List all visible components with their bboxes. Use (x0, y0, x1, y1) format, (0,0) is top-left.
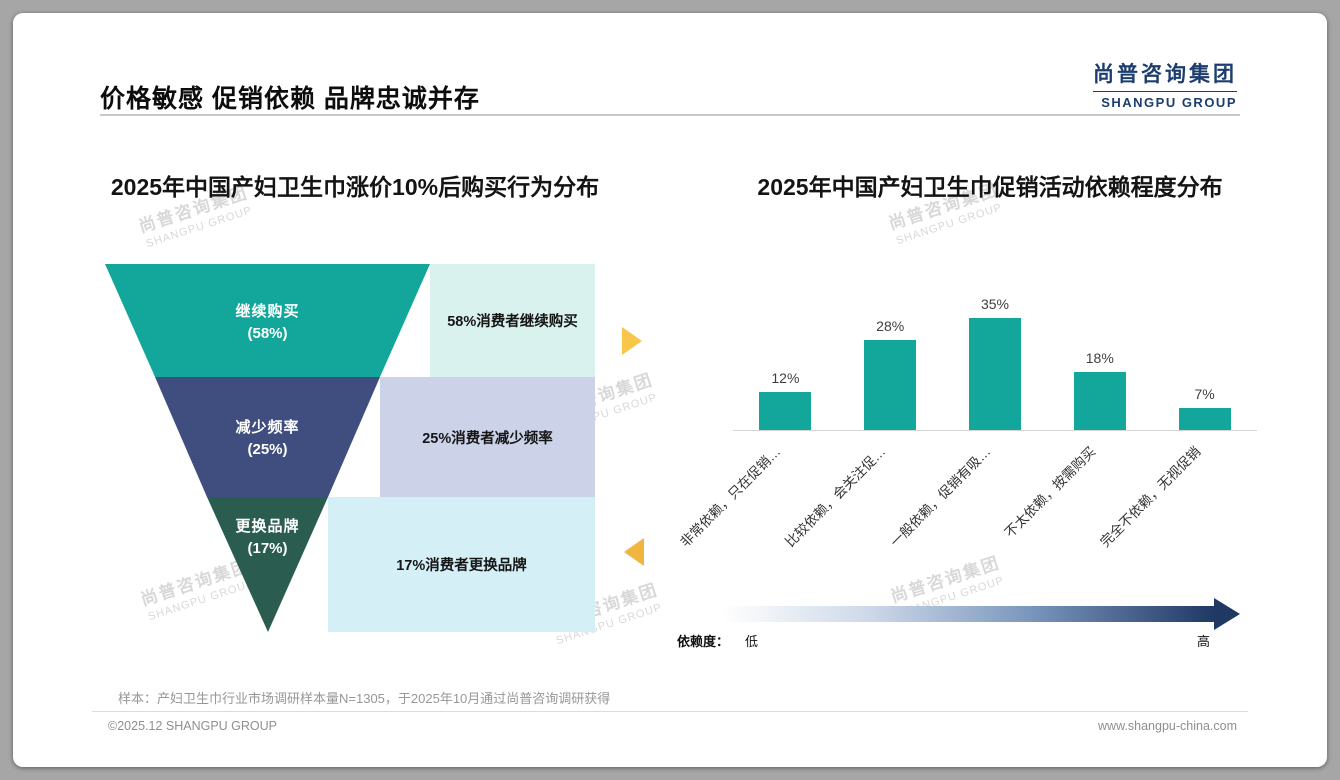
funnel-stage-label-3: 更换品牌 (235, 518, 300, 535)
footer-divider (92, 711, 1248, 712)
sample-footnote: 样本：产妇卫生巾行业市场调研样本量N=1305，于2025年10月通过尚普咨询调… (118, 691, 611, 706)
x-axis-line (733, 430, 1257, 431)
dependency-arrow-shaft (722, 606, 1216, 622)
bar-value-label: 7% (1194, 385, 1215, 402)
bar-value-label: 35% (980, 296, 1009, 312)
funnel-stage-value-2: (25%) (247, 441, 288, 458)
bar-column: 35% (943, 285, 1048, 430)
company-logo-en: SHANGPU GROUP (1101, 95, 1237, 110)
funnel-annotation-text-2: 25%消费者减少频率 (422, 430, 553, 447)
bar-chart-title: 2025年中国产妇卫生巾促销活动依赖程度分布 (757, 174, 1223, 200)
page-title: 价格敏感 促销依赖 品牌忠诚并存 (100, 85, 480, 113)
bar-column: 7% (1152, 285, 1257, 430)
bar (864, 340, 917, 430)
bar-value-label: 12% (771, 369, 800, 386)
dependency-axis-label: 依赖度： (677, 634, 730, 649)
funnel-stage-label-2: 减少频率 (235, 419, 300, 436)
company-logo: 尚普咨询集团 SHANGPU GROUP (1093, 58, 1237, 110)
funnel-annotation-text-1: 58%消费者继续购买 (447, 314, 578, 330)
bar-column: 18% (1047, 285, 1152, 430)
bar-column: 28% (838, 285, 943, 430)
company-logo-cn: 尚普咨询集团 (1093, 58, 1237, 92)
footer-copyright: ©2025.12 SHANGPU GROUP (108, 719, 277, 733)
bar (759, 391, 812, 430)
title-divider (100, 114, 1240, 116)
dependency-high-label: 高 (1197, 634, 1211, 649)
footer-website: www.shangpu-china.com (1098, 719, 1237, 733)
bar-value-label: 28% (876, 318, 905, 335)
arrow-left-icon (624, 538, 644, 566)
bar (968, 318, 1021, 430)
bar (1073, 372, 1126, 430)
funnel-annotation-3: 17%消费者更换品牌 (328, 497, 595, 632)
funnel-stage-value-1: (58%) (247, 324, 288, 342)
funnel-annotation-text-3: 17%消费者更换品牌 (396, 558, 527, 574)
bar-column: 12% (733, 285, 838, 430)
funnel-stage-value-3: (17%) (247, 540, 288, 557)
funnel-segment-1: 继续购买 (58%) (105, 264, 430, 377)
arrow-right-icon (622, 327, 642, 355)
funnel-annotation-1: 58%消费者继续购买 (430, 264, 595, 377)
dependency-arrow-head-icon (1214, 598, 1240, 630)
funnel-annotation-2: 25%消费者减少频率 (380, 377, 595, 497)
bar (1178, 407, 1231, 430)
dependency-low-label: 低 (745, 634, 759, 649)
funnel-stage-label-1: 继续购买 (235, 302, 300, 320)
bar-chart-plot: 12% 28% 35% 18% 7% (733, 285, 1257, 430)
bar-value-label: 18% (1085, 350, 1114, 367)
funnel-chart-title: 2025年中国产妇卫生巾涨价10%后购买行为分布 (110, 174, 600, 200)
